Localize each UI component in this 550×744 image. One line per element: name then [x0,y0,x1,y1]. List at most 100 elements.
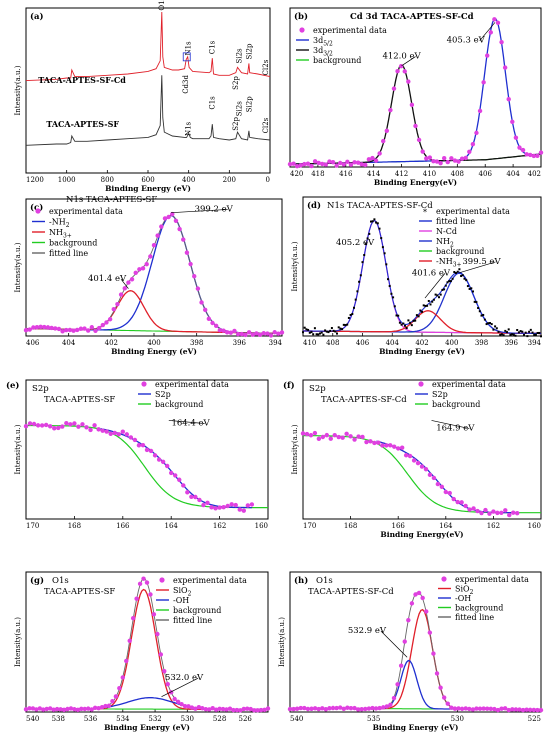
legend-label: experimental data [173,576,247,585]
data-point [463,706,468,711]
data-point [339,327,342,330]
element-label: C1s [208,96,216,110]
data-point [193,494,198,500]
data-point [533,333,536,336]
data-point [355,707,361,712]
data-point [58,707,63,712]
data-point [434,159,440,164]
data-point [481,706,486,711]
data-point [75,327,80,333]
data-point [504,329,507,332]
data-point [169,470,174,476]
data-point [359,274,362,277]
x-tick-label: 600 [141,176,154,184]
data-point [345,159,350,165]
data-point [363,254,366,257]
x-tick-label: 534 [116,715,130,723]
data-point [61,707,67,713]
data-point [502,706,508,711]
data-point [459,500,464,505]
data-point [229,502,234,507]
data-point [309,706,314,711]
data-point [220,706,226,712]
data-point [320,331,323,334]
data-point [406,79,411,84]
data-point [510,119,515,125]
data-point [480,314,483,317]
data-point [23,327,29,333]
data-point [404,324,406,327]
annotation-arrow [168,420,205,424]
legend-label: experimental data [313,26,387,35]
data-point [45,325,51,330]
data-point [268,333,274,338]
data-point [245,706,250,711]
x-tick-label: 398 [190,339,203,347]
data-point [88,427,93,433]
data-point [38,324,43,329]
data-point [470,707,476,712]
legend-label: background [455,604,503,613]
data-point [538,707,544,713]
data-point [376,222,379,225]
data-point [441,288,444,291]
data-point [27,327,32,332]
data-point [455,499,460,505]
data-point [30,706,36,711]
data-point [467,149,472,154]
data-point [122,286,127,291]
element-label: Si2p [246,43,254,59]
data-point [330,327,333,330]
legend-label: NH2 [436,237,454,249]
data-point [366,706,372,711]
panel-label: (b) [294,11,308,22]
data-point [471,506,476,511]
data-point [338,705,343,710]
data-point [96,325,102,331]
data-point [531,707,537,713]
data-point [31,325,36,330]
data-point [298,163,303,168]
data-point [487,511,492,516]
component-2-line [302,310,541,335]
peak-annotation: 405.3 eV [447,36,486,46]
data-point [184,250,190,255]
data-point [221,505,226,510]
data-point [140,442,146,448]
data-point [535,707,540,713]
x-tick-label: 400 [445,339,458,347]
y-axis-label: Intensity(a.u.) [291,424,299,474]
panel-label: (f) [283,380,295,391]
panel-title: N1s TACA-APTES-SF [66,195,157,205]
data-point [427,630,433,635]
x-tick-label: 164 [439,522,453,530]
x-tick-label: 166 [116,522,130,530]
data-point [421,310,423,313]
x-tick-label: 160 [528,522,541,530]
data-point [460,275,463,278]
data-point [129,277,135,282]
data-point [164,463,170,469]
legend-marker [159,577,165,583]
data-point [487,322,490,325]
data-point [377,151,382,156]
data-point [84,425,89,430]
data-point [195,286,201,291]
data-point [80,422,85,427]
y-axis-label: Intensity(a.u.) [14,242,22,292]
data-point [481,80,486,85]
legend-label: background [313,56,361,65]
data-point [415,314,418,317]
data-point [221,328,226,333]
data-point [424,156,429,161]
data-point [363,162,368,168]
data-point [107,317,113,322]
data-point [144,262,149,267]
data-point [461,274,464,277]
peak-annotation: 401.6 eV [412,268,451,278]
data-point [431,158,436,164]
data-point [324,432,329,438]
legend-marker: * [423,208,427,217]
x-tick-label: 528 [213,715,226,723]
